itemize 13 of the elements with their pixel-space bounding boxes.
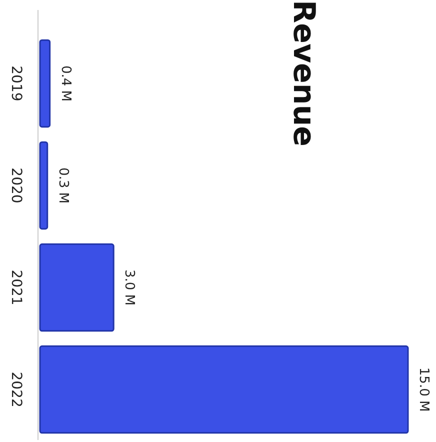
y-tick-label: 2020 bbox=[8, 168, 24, 204]
y-tick-label: 2019 bbox=[8, 66, 24, 102]
data-label: 3.0 M bbox=[122, 269, 137, 306]
bar bbox=[39, 243, 114, 332]
bar bbox=[39, 345, 409, 434]
data-label: 0.4 M bbox=[58, 65, 73, 102]
bar bbox=[39, 141, 48, 230]
y-tick-label: 2022 bbox=[8, 372, 24, 408]
y-tick-label: 2021 bbox=[8, 270, 24, 306]
data-label: 15.0 M bbox=[416, 367, 431, 412]
data-label: 0.3 M bbox=[55, 167, 70, 204]
bar bbox=[39, 39, 51, 128]
text: Revenue bbox=[286, 0, 321, 146]
